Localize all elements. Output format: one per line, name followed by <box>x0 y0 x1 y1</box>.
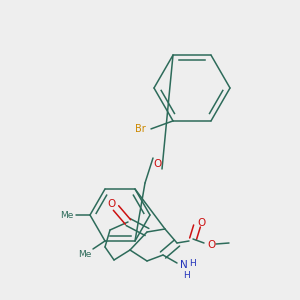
Text: Me: Me <box>78 250 92 260</box>
Text: H: H <box>184 271 190 280</box>
Text: Me: Me <box>60 212 74 220</box>
Text: O: O <box>107 199 115 209</box>
Text: N: N <box>180 260 188 270</box>
Text: O: O <box>198 218 206 228</box>
Text: Br: Br <box>135 124 146 134</box>
Text: O: O <box>207 240 215 250</box>
Text: H: H <box>190 259 196 268</box>
Text: O: O <box>153 159 161 169</box>
